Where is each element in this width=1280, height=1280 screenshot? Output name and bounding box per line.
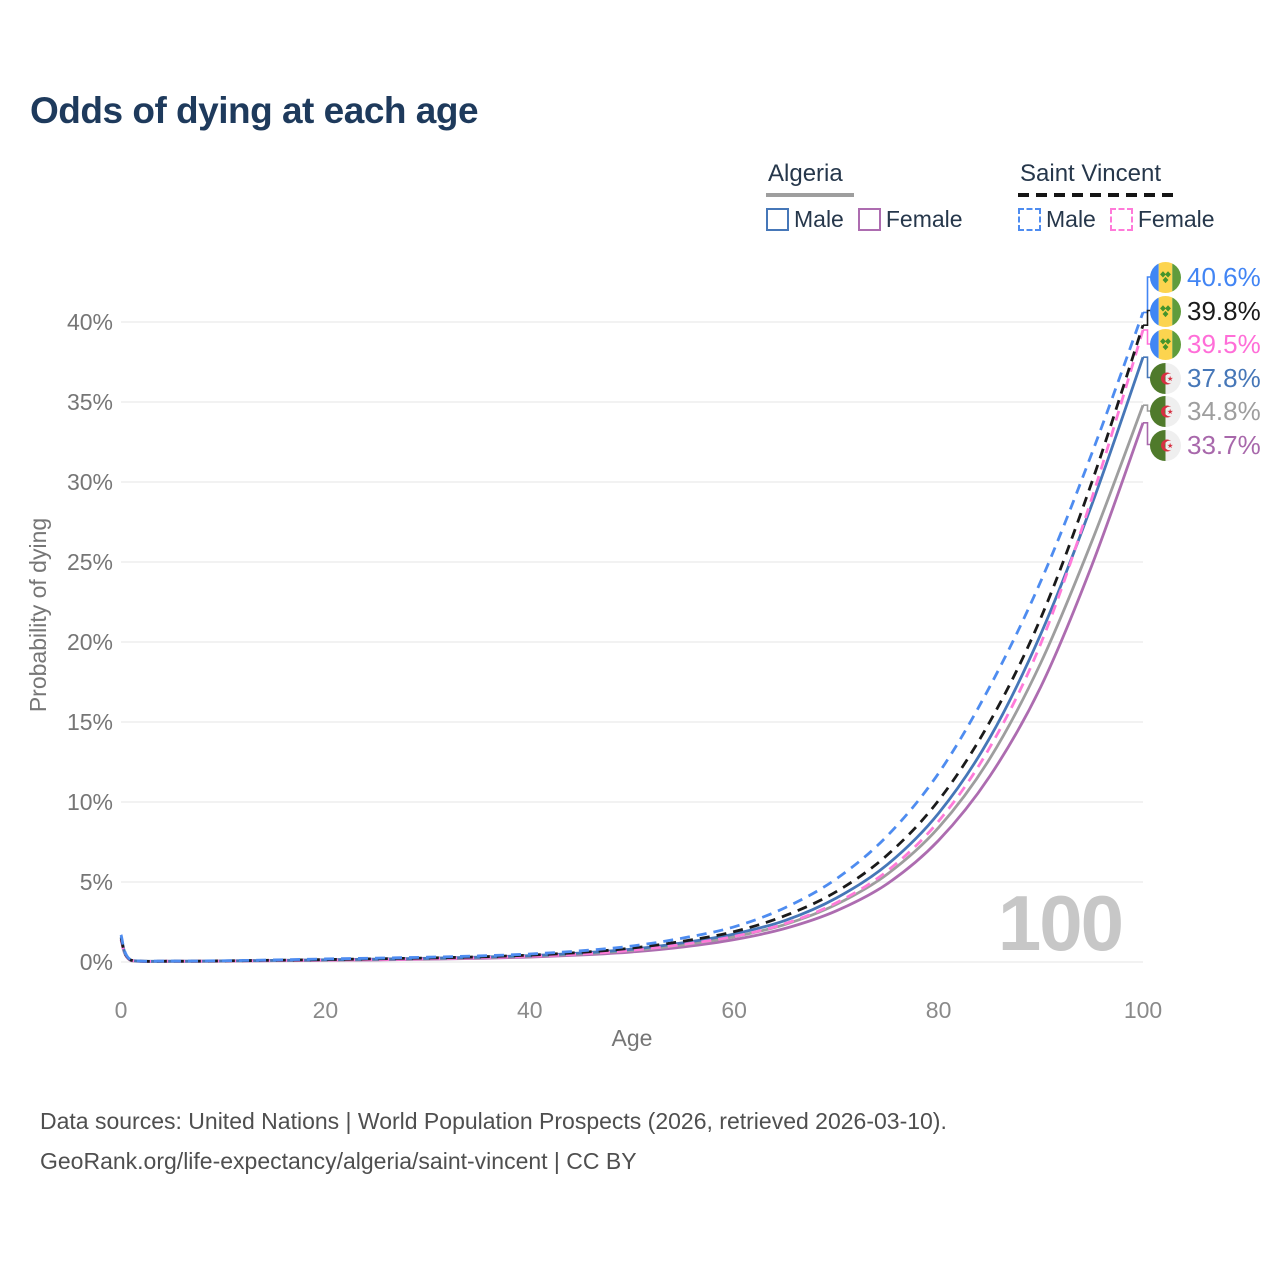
legend-group-saint-vincent: Saint Vincent Male Female bbox=[1018, 160, 1229, 233]
series-line-saint-vincent-female[interactable] bbox=[119, 329, 1145, 963]
series-lines bbox=[119, 311, 1145, 963]
saint-vincent-flag-icon bbox=[1150, 296, 1181, 327]
x-tick-label: 20 bbox=[313, 997, 339, 1023]
y-tick-label: 10% bbox=[67, 789, 113, 815]
y-tick-label: 30% bbox=[67, 469, 113, 495]
legend-swatch-sv-male[interactable] bbox=[1018, 208, 1041, 231]
legend-swatch-algeria-male[interactable] bbox=[766, 208, 789, 231]
legend-row-algeria: Male Female bbox=[766, 206, 977, 233]
legend-underline-saint-vincent-dashed bbox=[1018, 193, 1174, 197]
end-label-value: 39.5% bbox=[1187, 328, 1261, 359]
x-axis-title: Age bbox=[612, 1025, 653, 1051]
algeria-flag-icon bbox=[1150, 430, 1181, 461]
end-label-sv-male: 40.6% bbox=[1150, 261, 1261, 293]
y-tick-label: 20% bbox=[67, 629, 113, 655]
end-label-connector bbox=[1143, 329, 1152, 345]
end-label-sv-female: 39.5% bbox=[1150, 328, 1261, 360]
attribution-text: GeoRank.org/life-expectancy/algeria/sain… bbox=[40, 1148, 637, 1174]
y-tick-label: 0% bbox=[80, 949, 113, 975]
legend-swatch-algeria-female[interactable] bbox=[857, 208, 881, 231]
end-label-algeria-male: 37.8% bbox=[1150, 362, 1261, 394]
age-watermark: 100 bbox=[998, 879, 1122, 967]
end-label-value: 37.8% bbox=[1187, 362, 1261, 393]
series-line-algeria-both-sexes[interactable] bbox=[119, 404, 1145, 963]
legend-label-sv-male[interactable]: Male bbox=[1046, 206, 1096, 232]
x-tick-label: 0 bbox=[115, 997, 128, 1023]
legend-underline-algeria-solid bbox=[766, 193, 854, 197]
end-label-sv-both: 39.8% bbox=[1150, 295, 1261, 327]
y-tick-label: 15% bbox=[67, 709, 113, 735]
legend-header-saint-vincent: Saint Vincent bbox=[1020, 160, 1161, 187]
legend-label-algeria-male[interactable]: Male bbox=[794, 206, 844, 232]
series-line-algeria-female[interactable] bbox=[119, 422, 1145, 963]
algeria-flag-icon bbox=[1150, 363, 1181, 394]
y-tick-label: 35% bbox=[67, 389, 113, 415]
end-label-connector bbox=[1143, 276, 1152, 314]
algeria-flag-icon bbox=[1150, 396, 1181, 427]
legend-label-algeria-female[interactable]: Female bbox=[885, 206, 963, 232]
legend-group-algeria: Algeria Male Female bbox=[766, 160, 977, 233]
y-axis-title: Probability of dying bbox=[25, 518, 51, 712]
end-label-algeria-both: 34.8% bbox=[1150, 395, 1261, 427]
y-axis-tick-labels: 0% 5% 10% 15% 20% 25% 30% 35% 40% bbox=[67, 309, 113, 975]
legend-header-algeria: Algeria bbox=[768, 160, 843, 187]
x-tick-label: 100 bbox=[1124, 997, 1162, 1023]
x-axis-tick-labels: 0 20 40 60 80 100 bbox=[115, 997, 1163, 1023]
series-line-saint-vincent-both-sexes[interactable] bbox=[119, 324, 1145, 963]
y-tick-label: 5% bbox=[80, 869, 113, 895]
x-tick-label: 40 bbox=[517, 997, 543, 1023]
end-label-connector bbox=[1143, 309, 1152, 326]
end-label-connector bbox=[1143, 404, 1152, 412]
series-line-saint-vincent-male[interactable] bbox=[119, 311, 1145, 963]
saint-vincent-flag-icon bbox=[1150, 262, 1181, 293]
legend-row-saint-vincent: Male Female bbox=[1018, 206, 1229, 233]
gridlines bbox=[121, 321, 1143, 963]
data-sources-text: Data sources: United Nations | World Pop… bbox=[40, 1108, 947, 1134]
mortality-line-chart: 100 0% 5% 10% 15% 20% 25% 30% 35% 40% 0 20 40 60 80 1… bbox=[25, 276, 1163, 1051]
legend-swatch-sv-female[interactable] bbox=[1109, 208, 1133, 231]
y-tick-label: 25% bbox=[67, 549, 113, 575]
y-tick-label: 40% bbox=[67, 309, 113, 335]
end-label-value: 40.6% bbox=[1187, 261, 1261, 292]
end-label-value: 34.8% bbox=[1187, 395, 1261, 426]
end-label-algeria-female: 33.7% bbox=[1150, 429, 1261, 461]
legend-label-sv-female[interactable]: Female bbox=[1137, 206, 1215, 232]
series-line-algeria-male[interactable] bbox=[119, 356, 1145, 963]
end-label-value: 33.7% bbox=[1187, 429, 1261, 460]
end-label-connectors bbox=[1143, 276, 1152, 446]
page-title: Odds of dying at each age bbox=[30, 90, 479, 131]
end-label-connector bbox=[1143, 422, 1152, 446]
end-label-connector bbox=[1143, 356, 1152, 379]
end-label-value: 39.8% bbox=[1187, 295, 1261, 326]
saint-vincent-flag-icon bbox=[1150, 329, 1181, 360]
x-tick-label: 60 bbox=[721, 997, 747, 1023]
x-tick-label: 80 bbox=[926, 997, 952, 1023]
